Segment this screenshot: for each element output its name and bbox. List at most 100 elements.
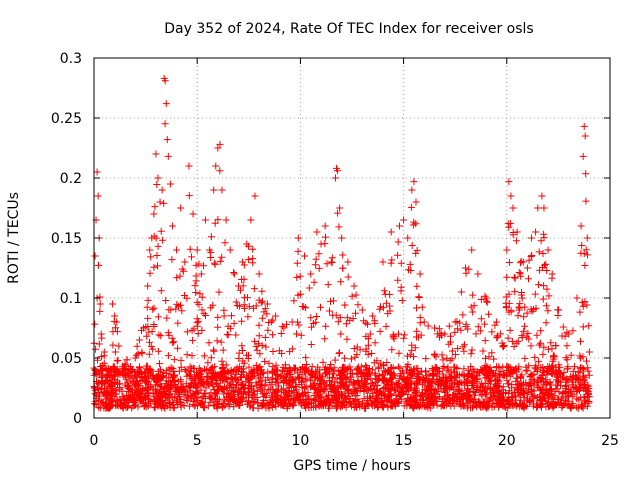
data-point [168, 222, 176, 230]
data-point [321, 222, 329, 230]
x-tick-label: 0 [90, 433, 99, 449]
data-point [327, 258, 335, 266]
x-axis-label: GPS time / hours [293, 458, 410, 474]
data-point [150, 210, 158, 218]
data-points [91, 74, 593, 374]
data-point [162, 100, 170, 108]
data-point [131, 354, 139, 362]
data-point [243, 240, 251, 248]
data-point [395, 222, 403, 230]
data-point [441, 330, 449, 338]
data-point [334, 167, 342, 175]
data-point [451, 318, 459, 326]
data-point [538, 192, 546, 200]
data-point [251, 192, 259, 200]
data-point [579, 152, 587, 160]
y-tick-label: 0.15 [51, 231, 82, 247]
data-point [263, 300, 271, 308]
data-point [109, 300, 117, 308]
data-point [197, 270, 205, 278]
data-point [104, 366, 112, 374]
data-point [146, 246, 154, 254]
y-tick-label: 0.1 [60, 291, 82, 307]
data-point [534, 204, 542, 212]
data-point [400, 216, 408, 224]
data-point [280, 324, 288, 332]
data-point [96, 300, 104, 308]
data-point [387, 228, 395, 236]
data-point [580, 122, 588, 130]
data-point [212, 162, 220, 170]
data-point [201, 216, 209, 224]
data-point [317, 240, 325, 248]
data-point [457, 288, 465, 296]
data-point [499, 342, 507, 350]
data-point [206, 246, 214, 254]
data-point [247, 216, 255, 224]
data-point [565, 330, 573, 338]
x-tick-label: 20 [498, 433, 516, 449]
data-point [230, 270, 238, 278]
axis-ticks: 0 5 10 15 20 25 0 0.05 0.1 0.15 0.2 0.25 0.3 [51, 51, 619, 449]
data-point [218, 186, 226, 194]
data-point [239, 258, 247, 266]
data-point [121, 360, 129, 368]
data-point [350, 282, 358, 290]
data-point [91, 252, 99, 260]
data-point [135, 336, 143, 344]
data-point [210, 186, 218, 194]
data-point [216, 140, 224, 148]
data-point [164, 152, 172, 160]
data-point [166, 180, 174, 188]
data-point [301, 252, 309, 260]
data-point [523, 264, 531, 272]
data-point [505, 178, 513, 186]
data-point [272, 312, 280, 320]
data-point [307, 270, 315, 278]
data-point [94, 192, 102, 200]
data-point [97, 330, 105, 338]
y-tick-label: 0.25 [51, 111, 82, 127]
data-point [548, 270, 556, 278]
data-point [554, 306, 562, 314]
data-point [140, 324, 148, 332]
data-point [181, 258, 189, 266]
data-point [358, 306, 366, 314]
data-point [410, 178, 418, 186]
data-point [585, 348, 593, 356]
data-point [369, 312, 377, 320]
data-point [509, 204, 517, 212]
data-point [528, 234, 536, 242]
data-point [462, 264, 470, 272]
data-point [408, 186, 416, 194]
data-point [331, 174, 339, 182]
data-point [189, 210, 197, 218]
data-point [163, 136, 171, 144]
data-point [148, 234, 156, 242]
data-point [519, 258, 527, 266]
data-point [214, 144, 222, 152]
x-tick-label: 10 [291, 433, 309, 449]
data-point [336, 204, 344, 212]
grid-lines [94, 58, 610, 418]
y-tick-label: 0.05 [51, 351, 82, 367]
data-point [573, 294, 581, 302]
data-point [431, 324, 439, 332]
data-point [468, 246, 476, 254]
data-point [177, 204, 185, 212]
data-point [144, 282, 152, 290]
data-point [544, 246, 552, 254]
data-point [255, 270, 263, 278]
data-point [474, 270, 482, 278]
data-point [412, 198, 420, 206]
data-point [420, 318, 428, 326]
data-point [156, 198, 164, 206]
data-point [338, 234, 346, 242]
data-point [127, 366, 135, 374]
dense-points [90, 120, 593, 412]
data-point [379, 258, 387, 266]
data-point [234, 282, 242, 290]
data-point [173, 246, 181, 254]
data-point [111, 312, 119, 320]
